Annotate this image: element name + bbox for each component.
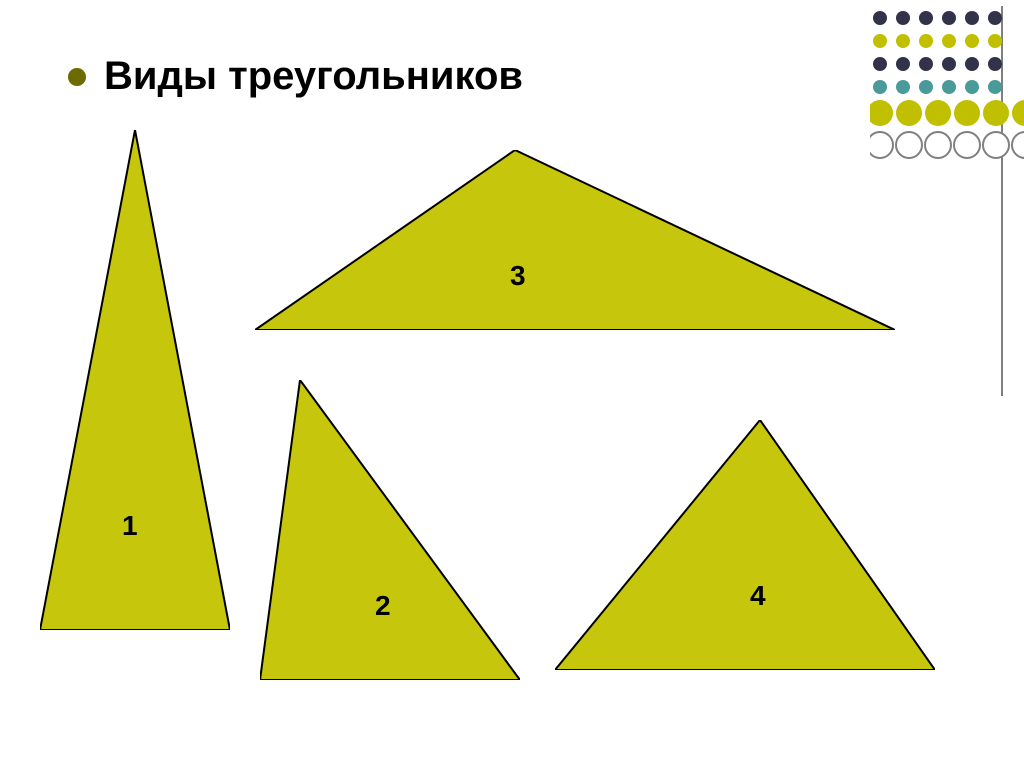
triangle-2-label: 2 bbox=[375, 590, 391, 622]
title-bullet-icon bbox=[68, 68, 86, 86]
triangle-1 bbox=[40, 130, 230, 630]
triangle-3-label: 3 bbox=[510, 260, 526, 292]
triangle-1-label: 1 bbox=[122, 510, 138, 542]
triangle-4-label: 4 bbox=[750, 580, 766, 612]
slide: Виды треугольников 1 3 2 4 bbox=[0, 0, 1024, 767]
triangle-4 bbox=[555, 420, 935, 670]
title-row: Виды треугольников bbox=[68, 54, 523, 99]
triangle-2 bbox=[260, 380, 520, 680]
triangle-3 bbox=[255, 150, 895, 330]
slide-title: Виды треугольников bbox=[104, 54, 523, 99]
